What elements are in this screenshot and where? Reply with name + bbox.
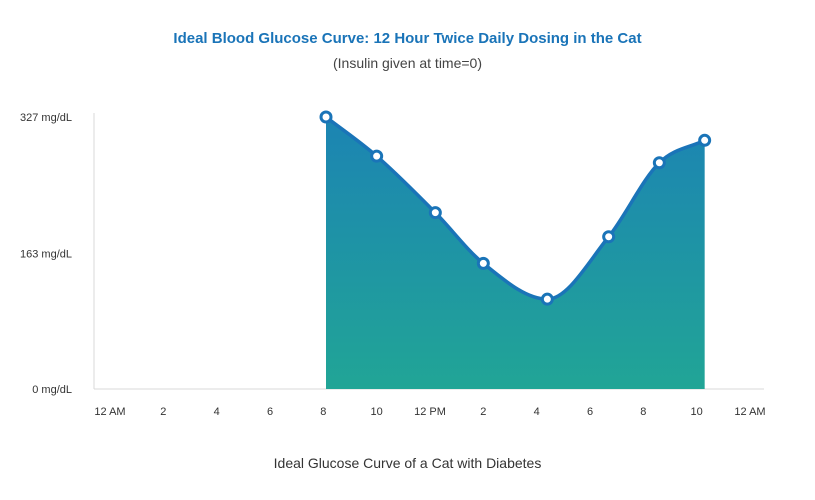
y-tick-label: 327 mg/dL xyxy=(20,112,72,124)
x-tick-label: 4 xyxy=(534,406,540,418)
x-tick-label: 4 xyxy=(214,406,220,418)
chart-subtitle: (Insulin given at time=0) xyxy=(332,55,483,71)
glucose-data-point xyxy=(476,256,490,270)
x-tick-label: 10 xyxy=(691,406,703,418)
y-tick-label: 0 mg/dL xyxy=(32,384,72,396)
x-tick-label: 10 xyxy=(371,406,383,418)
glucose-data-point xyxy=(652,156,666,170)
glucose-data-point xyxy=(319,110,333,124)
glucose-data-point xyxy=(540,292,554,306)
glucose-area-fill xyxy=(326,117,705,389)
x-axis-ticks: 12 AM 2 4 6 8 10 12 PM 2 4 6 8 10 12 AM xyxy=(94,406,765,418)
x-tick-label: 2 xyxy=(480,406,486,418)
x-tick-label: 12 AM xyxy=(94,406,125,418)
glucose-data-point xyxy=(370,149,384,163)
glucose-data-point xyxy=(602,230,616,244)
x-tick-label: 8 xyxy=(640,406,646,418)
y-tick-label: 163 mg/dL xyxy=(20,248,72,260)
glucose-data-points xyxy=(319,110,712,306)
x-tick-label: 12 PM xyxy=(414,406,446,418)
glucose-data-point xyxy=(428,206,442,220)
glucose-series-line xyxy=(324,115,706,301)
glucose-data-point xyxy=(698,133,712,147)
x-tick-label: 8 xyxy=(320,406,326,418)
x-tick-label: 6 xyxy=(267,406,273,418)
x-tick-label: 2 xyxy=(160,406,166,418)
x-tick-label: 6 xyxy=(587,406,593,418)
chart-caption: Ideal Glucose Curve of a Cat with Diabet… xyxy=(273,455,542,471)
x-tick-label: 12 AM xyxy=(734,406,765,418)
y-axis-ticks: 0 mg/dL 163 mg/dL 327 mg/dL xyxy=(20,112,72,396)
chart-title: Ideal Blood Glucose Curve: 12 Hour Twice… xyxy=(173,30,642,47)
